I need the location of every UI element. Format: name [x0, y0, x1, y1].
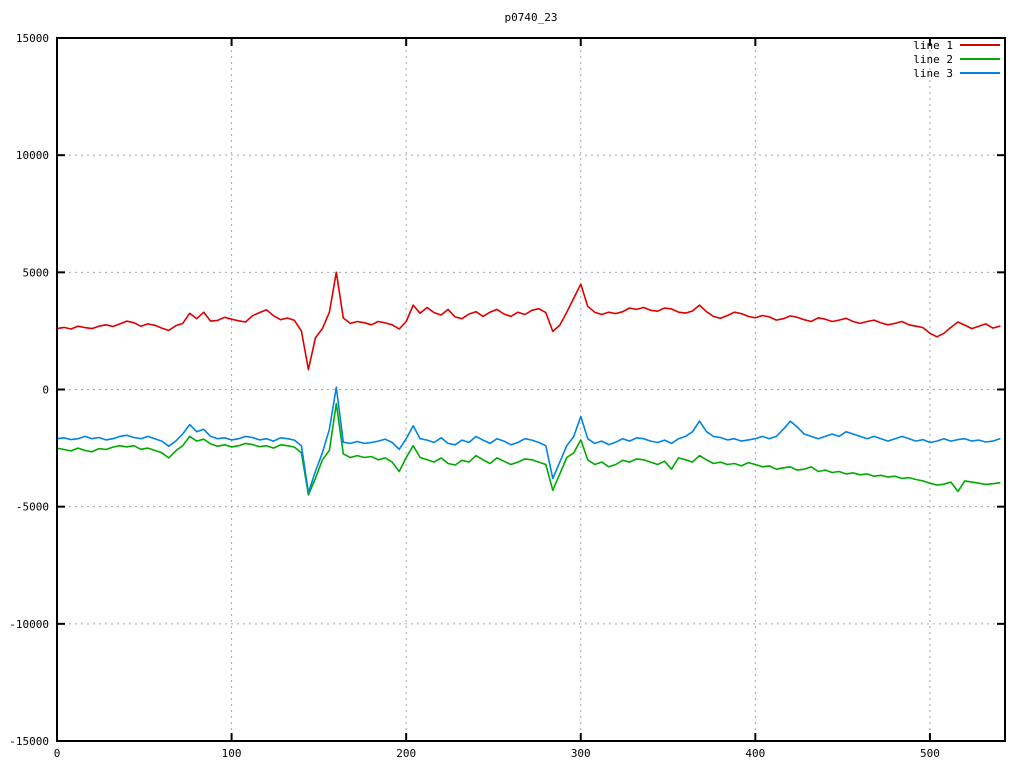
legend-label: line 3 [913, 67, 953, 80]
series-line-3 [56, 386, 1001, 494]
x-tick-label: 500 [920, 747, 940, 760]
chart-title: p0740_23 [505, 11, 558, 24]
legend-item-line-3: line 3 [913, 67, 1000, 80]
x-tick-label: 0 [54, 747, 61, 760]
legend-label: line 2 [913, 53, 953, 66]
plot-series [56, 271, 1001, 496]
y-tick-label: -15000 [9, 735, 49, 748]
y-tick-label: -5000 [16, 501, 49, 514]
y-tick-label: 15000 [16, 32, 49, 45]
legend-item-line-2: line 2 [913, 53, 1000, 66]
x-tick-label: 200 [396, 747, 416, 760]
series-line-2 [56, 402, 1001, 496]
axis-ticks: 0 100 200 300 400 500 -15000 -10000 -5000 0 5000 10… [9, 32, 1005, 760]
y-tick-label: 5000 [23, 266, 50, 279]
y-tick-label: 10000 [16, 149, 49, 162]
y-tick-label: 0 [42, 384, 49, 397]
legend-label: line 1 [913, 39, 953, 52]
legend-item-line-1: line 1 [913, 39, 1000, 52]
y-tick-label: -10000 [9, 618, 49, 631]
x-tick-label: 100 [222, 747, 242, 760]
grid [56, 37, 1005, 742]
x-tick-label: 300 [571, 747, 591, 760]
series-line-1 [56, 271, 1001, 371]
x-tick-label: 400 [745, 747, 765, 760]
